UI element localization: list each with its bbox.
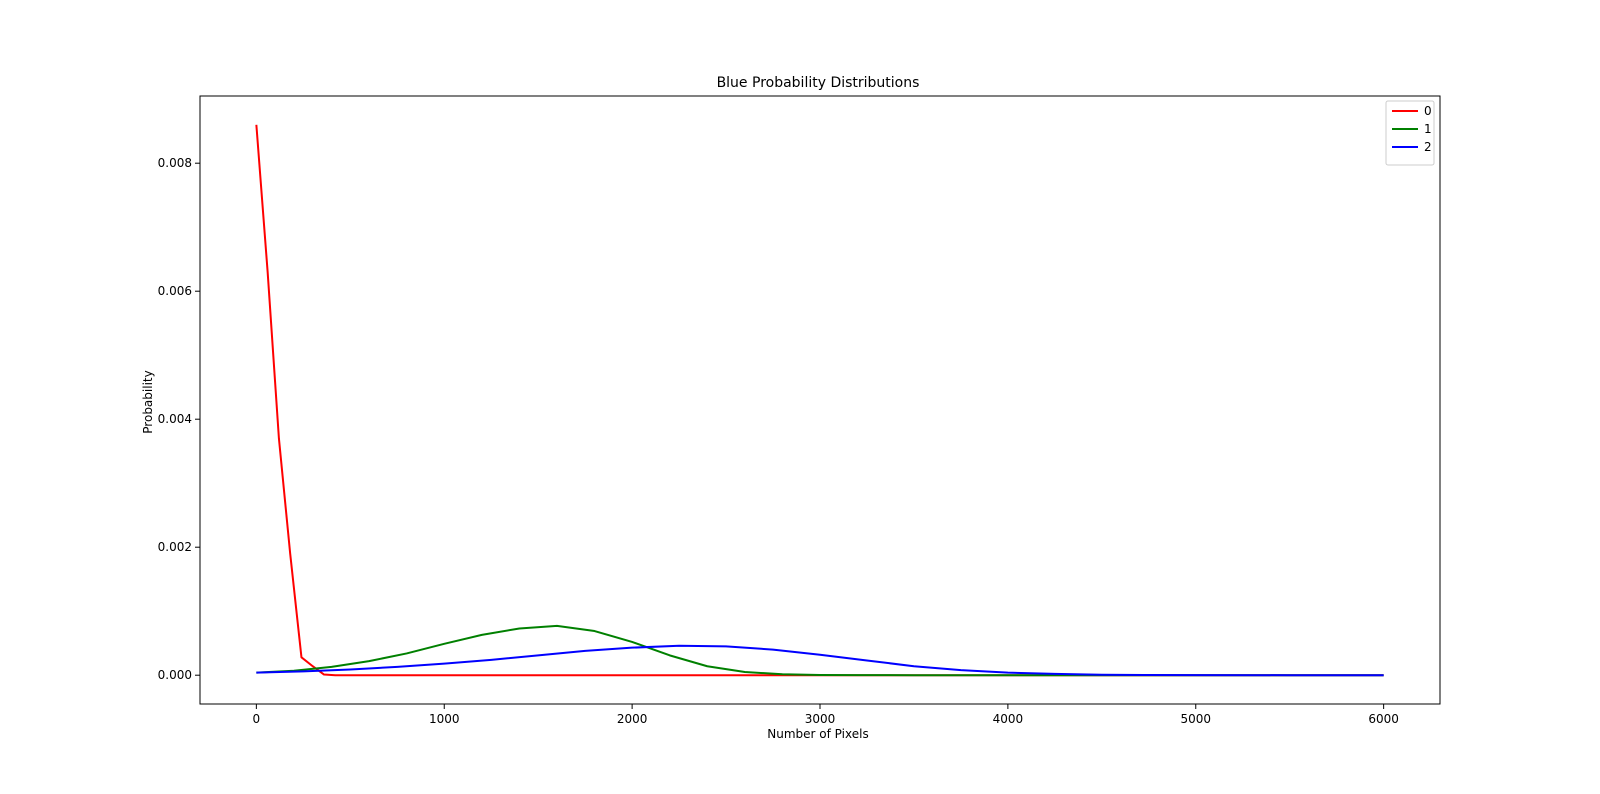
series-line-1 bbox=[256, 624, 1384, 677]
x-tick-label: 1000 bbox=[429, 712, 460, 726]
y-axis-label: Probability bbox=[141, 370, 155, 433]
legend: 0 1 2 bbox=[1385, 100, 1435, 166]
plot-area bbox=[199, 95, 1441, 705]
x-tick-label: 5000 bbox=[1180, 712, 1211, 726]
series-line-2 bbox=[256, 644, 1384, 677]
legend-box bbox=[1385, 100, 1435, 166]
series-line-0 bbox=[255, 124, 1384, 677]
y-tick-label: 0.000 bbox=[158, 668, 192, 682]
x-tick-label: 6000 bbox=[1368, 712, 1399, 726]
legend-label-0: 0 bbox=[1424, 104, 1432, 118]
y-axis: 0.000 0.002 0.004 0.006 0.008 bbox=[158, 156, 200, 682]
y-tick-label: 0.004 bbox=[158, 412, 192, 426]
y-tick-label: 0.008 bbox=[158, 156, 192, 170]
x-tick-label: 4000 bbox=[993, 712, 1024, 726]
legend-label-1: 1 bbox=[1424, 122, 1432, 136]
x-tick-label: 3000 bbox=[805, 712, 836, 726]
x-tick-label: 2000 bbox=[617, 712, 648, 726]
x-tick-label: 0 bbox=[253, 712, 261, 726]
x-axis-label: Number of Pixels bbox=[767, 727, 868, 741]
y-tick-label: 0.002 bbox=[158, 540, 192, 554]
x-axis: 0 1000 2000 3000 4000 5000 6000 bbox=[253, 704, 1399, 726]
chart-title: Blue Probability Distributions bbox=[717, 75, 920, 91]
axes-frame bbox=[199, 95, 1441, 705]
legend-label-2: 2 bbox=[1424, 140, 1432, 154]
y-tick-label: 0.006 bbox=[158, 284, 192, 298]
